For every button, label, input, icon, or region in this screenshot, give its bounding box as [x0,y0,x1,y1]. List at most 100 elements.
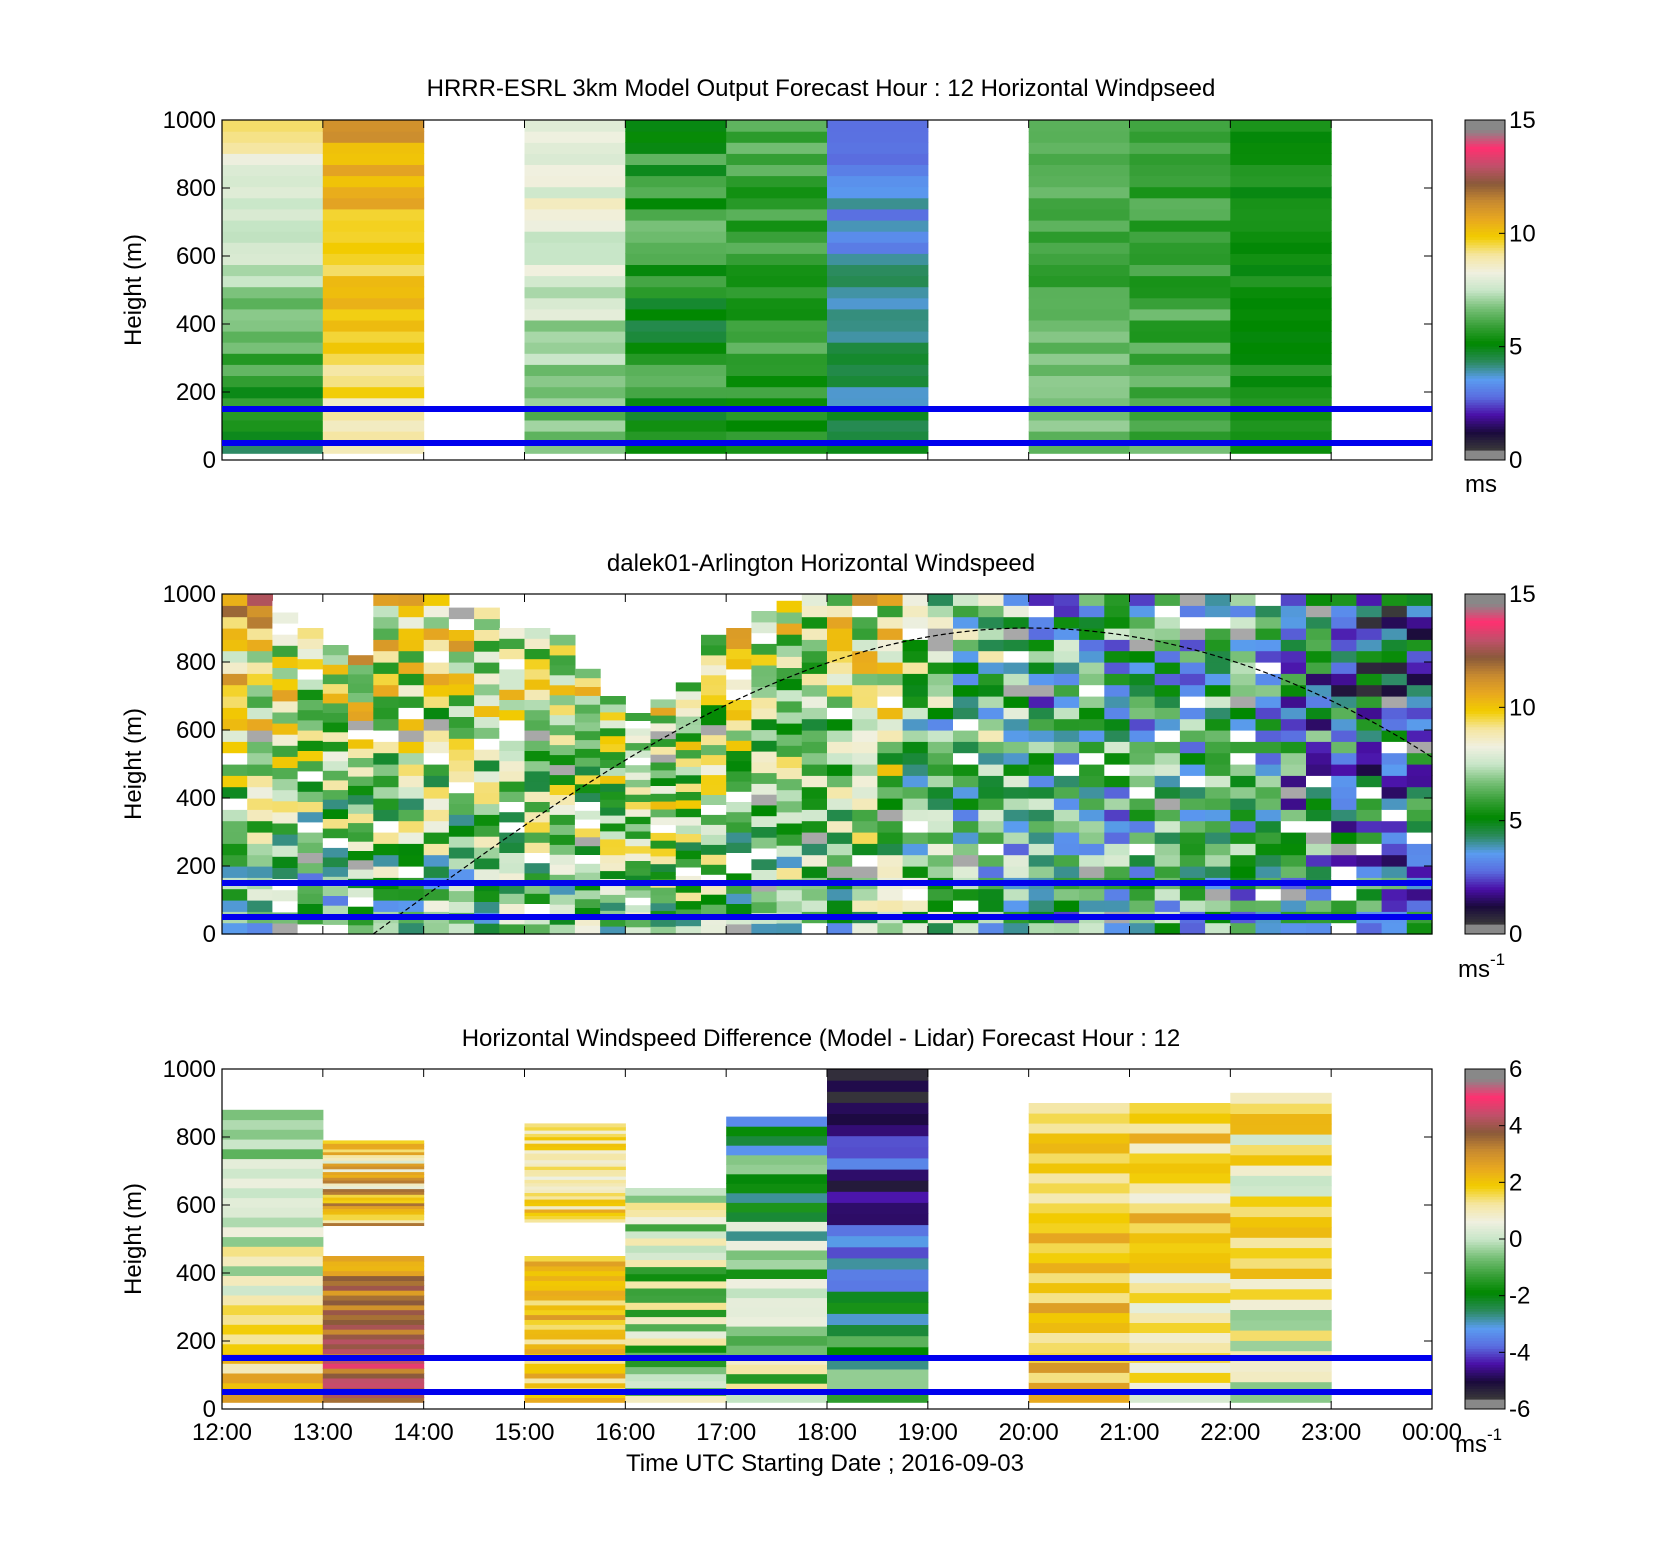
heatmap-cell [524,442,626,454]
heatmap-cell [1230,1288,1332,1300]
heatmap-cell [297,872,324,884]
heatmap-cell [1230,616,1257,629]
heatmap-cell [1104,922,1131,935]
heatmap-cell [222,120,324,132]
heatmap-cell [1280,662,1307,674]
heatmap-cell [1129,922,1156,935]
heatmap-cell [1230,253,1332,265]
heatmap-cell [322,683,349,694]
heatmap-cell [272,767,299,780]
panel-lidar-ylabel: Height (m) [120,708,147,820]
heatmap-cell [1129,1262,1231,1274]
heatmap-cell [348,850,374,861]
colorbar-swatch [1465,1169,1505,1173]
heatmap-cell [726,740,752,751]
colorbar-swatch [1465,138,1505,142]
heatmap-cell [1028,419,1131,432]
heatmap-cell [549,854,576,865]
heatmap-cell [1129,832,1156,844]
heatmap-cell [625,1337,727,1346]
colorbar-swatch [1465,713,1505,717]
heatmap-cell [625,904,652,913]
heatmap-cell [1381,718,1408,731]
heatmap-cell [877,594,904,606]
y-tick-label: 400 [176,785,216,812]
heatmap-cell [726,231,828,243]
heatmap-cell [1381,922,1408,935]
colorbar-swatch [1465,1191,1505,1195]
heatmap-cell [272,734,299,746]
colorbar-swatch [1465,394,1505,398]
heatmap-cell [423,650,450,663]
heatmap-cell [1129,594,1156,606]
heatmap-cell [524,1149,626,1154]
heatmap-cell [751,632,778,644]
y-tick-label: 600 [176,243,216,270]
heatmap-cell [625,319,727,332]
colorbar-swatch [1465,239,1505,243]
colorbar-swatch [1465,860,1505,864]
heatmap-cell [1028,331,1131,343]
heatmap-cell [524,231,626,243]
heatmap-cell [1104,764,1131,776]
heatmap-cell [726,791,752,802]
heatmap-cell [953,628,979,640]
heatmap-cell [1104,900,1131,912]
heatmap-cell [1356,650,1383,663]
heatmap-cell [1381,616,1408,629]
heatmap-cell [524,1319,626,1325]
colorbar-swatch [1465,311,1505,315]
heatmap-cell [877,730,904,742]
heatmap-cell [297,832,324,843]
colorbar-swatch [1465,1313,1505,1317]
colorbar-swatch [1465,1225,1505,1229]
heatmap-cell [1230,639,1257,652]
colorbar-swatch [1465,284,1505,288]
heatmap-cell [322,175,425,188]
heatmap-cell [1230,1247,1332,1259]
heatmap-cell [902,730,929,742]
heatmap-cell [927,628,954,640]
heatmap-cell [1356,707,1383,720]
heatmap-cell [1028,186,1131,199]
heatmap-cell [297,821,324,833]
heatmap-cell [272,856,299,868]
heatmap-cell [322,431,425,443]
heatmap-cell [524,1382,626,1389]
heatmap-cell [852,798,878,810]
heatmap-cell [398,843,425,856]
heatmap-cell [1255,662,1282,674]
heatmap-cell [726,1154,828,1165]
heatmap-cell [1028,386,1131,399]
heatmap-cell [499,730,526,741]
heatmap-cell [827,186,929,199]
colorbar-swatch [1465,447,1505,451]
heatmap-cell [625,1380,727,1389]
heatmap-cell [322,1299,425,1306]
colorbar-swatch [1465,628,1505,632]
heatmap-cell [474,803,500,815]
heatmap-cell [726,431,828,443]
heatmap-cell [222,752,248,765]
heatmap-cell [1230,1299,1332,1310]
heatmap-cell [1331,900,1357,912]
heatmap-cell [423,820,450,833]
heatmap-cell [322,654,349,665]
heatmap-cell [726,264,828,277]
colorbar-swatch [1465,258,1505,262]
heatmap-cell [1129,153,1231,165]
heatmap-cell [1255,900,1282,912]
colorbar-swatch [1465,1324,1505,1328]
heatmap-cell [1331,650,1357,663]
heatmap-cell [852,888,878,901]
heatmap-cell [953,764,979,776]
colorbar-swatch [1465,1135,1505,1139]
heatmap-cell [675,875,702,885]
heatmap-cell [1255,775,1282,788]
heatmap-cell [474,890,500,902]
heatmap-cell [1129,1192,1231,1204]
heatmap-cell [1230,1175,1332,1187]
heatmap-cell [272,745,299,757]
heatmap-cell [625,801,652,810]
heatmap-cell [801,594,828,606]
